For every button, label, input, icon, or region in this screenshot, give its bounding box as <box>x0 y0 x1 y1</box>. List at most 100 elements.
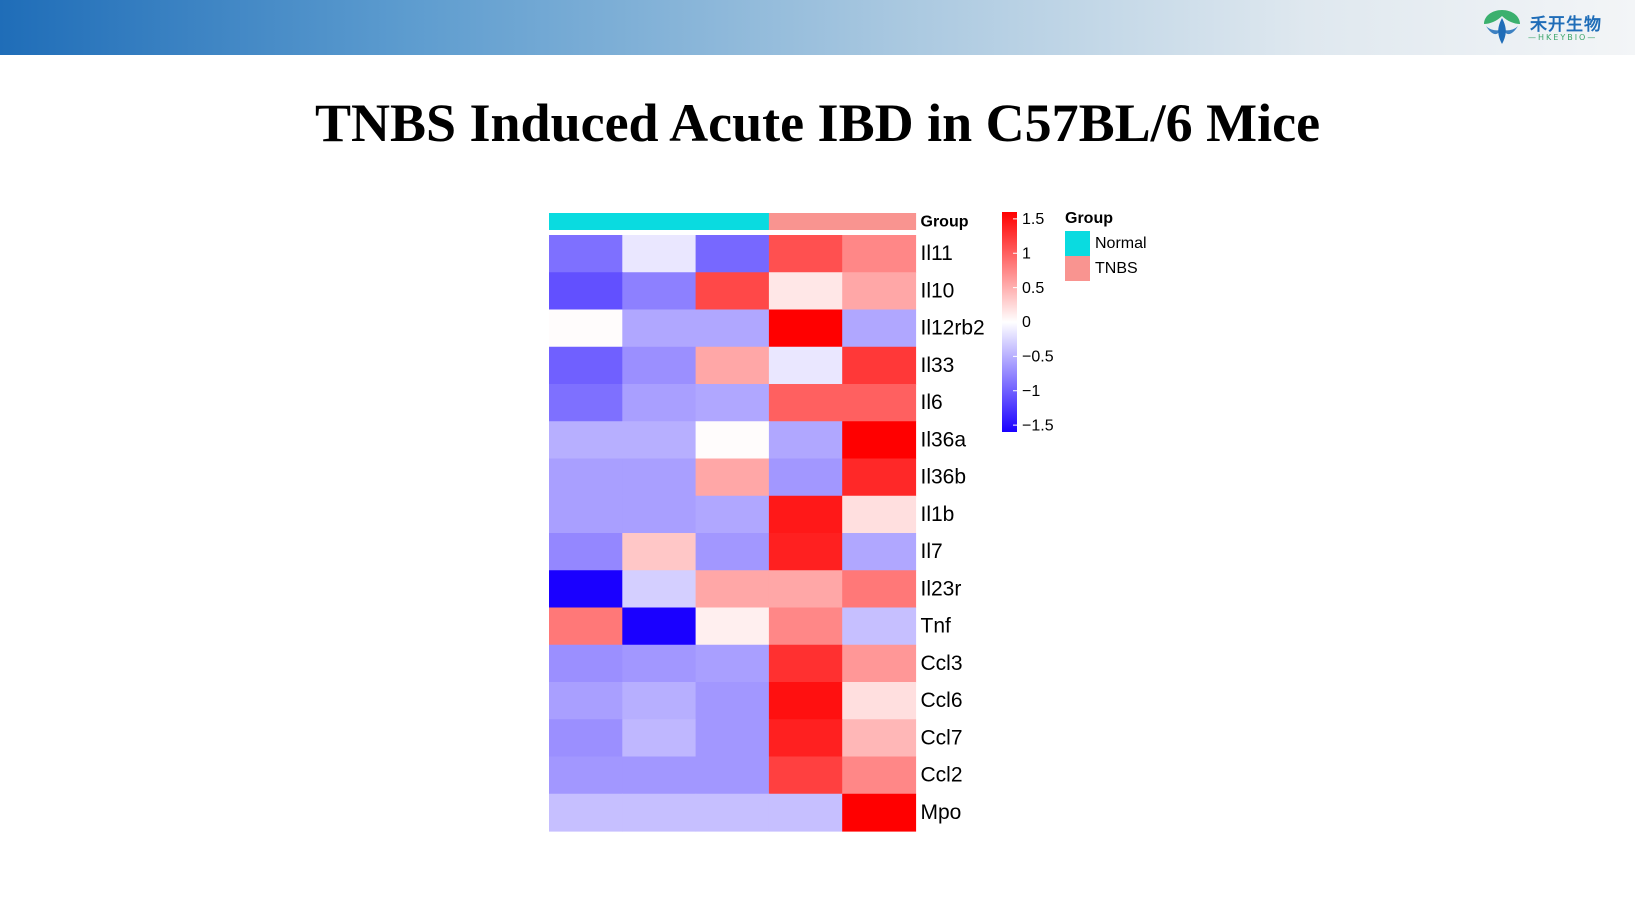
heatmap-cell <box>768 309 843 348</box>
row-label: Il1b <box>921 503 955 526</box>
row-label: Ccl7 <box>921 726 963 749</box>
heatmap-cell <box>622 384 697 422</box>
company-logo: 禾开生物 —HKEYBIO— <box>1480 6 1625 50</box>
heatmap-cell <box>842 682 917 720</box>
heatmap-cell <box>768 756 843 795</box>
group-annotation-label: Group <box>921 214 969 231</box>
heatmap-cell <box>695 607 770 646</box>
heatmap-cell <box>549 533 623 571</box>
row-label: Ccl2 <box>921 764 963 787</box>
heatmap-cell <box>842 719 917 758</box>
heatmap-cell <box>768 235 843 273</box>
legend-entry-label: Normal <box>1095 235 1147 252</box>
heatmap-cell <box>768 458 843 497</box>
heatmap-cell <box>549 346 623 385</box>
heatmap-cell <box>768 719 843 758</box>
color-scale-tick-label: 1 <box>1022 245 1031 262</box>
heatmap-cell <box>768 607 843 646</box>
heatmap-cell <box>768 421 843 460</box>
row-label: Il7 <box>921 540 943 563</box>
heatmap-cell <box>768 346 843 385</box>
heatmap-cell <box>549 272 623 311</box>
color-scale-tick-label: −0.5 <box>1022 349 1054 366</box>
heatmap-cell <box>842 421 917 460</box>
heatmap-cell <box>842 458 917 497</box>
heatmap-cell <box>768 682 843 720</box>
heatmap-cell <box>622 235 697 273</box>
heatmap-cell <box>842 756 917 795</box>
heatmap-cell <box>622 533 697 571</box>
heatmap-cell <box>549 570 623 609</box>
heatmap-cell <box>549 235 623 273</box>
heatmap-cell <box>549 793 623 832</box>
header-banner <box>0 0 1635 55</box>
heatmap-cell <box>695 719 770 758</box>
row-label: Il23r <box>921 577 962 600</box>
heatmap-cell <box>695 384 770 422</box>
heatmap-cell <box>549 495 623 534</box>
heatmap-cell <box>695 421 770 460</box>
row-label: Ccl6 <box>921 689 963 712</box>
row-label: Il33 <box>921 354 955 377</box>
color-scale-tick-label: 1.5 <box>1022 211 1044 228</box>
row-label: Mpo <box>921 801 962 824</box>
logo-subtext: —HKEYBIO— <box>1528 33 1598 42</box>
heatmap-cell <box>622 570 697 609</box>
heatmap-cell <box>622 272 697 311</box>
row-label: Ccl3 <box>921 652 963 675</box>
color-scale-tick-label: 0.5 <box>1022 280 1044 297</box>
heatmap-cell <box>768 533 843 571</box>
heatmap-cell <box>695 533 770 571</box>
heatmap-cell <box>842 533 917 571</box>
group-annotation-cell <box>842 213 917 230</box>
heatmap-cell <box>549 719 623 758</box>
heatmap-cell <box>549 384 623 422</box>
heatmap-cell <box>842 235 917 273</box>
row-label: Tnf <box>921 615 952 638</box>
heatmap-cell <box>842 272 917 311</box>
row-label: Il6 <box>921 391 943 414</box>
legend-swatch <box>1065 256 1090 281</box>
legend-title: Group <box>1065 210 1113 227</box>
heatmap-cell <box>768 272 843 311</box>
heatmap-cell <box>695 346 770 385</box>
heatmap-cell <box>695 235 770 273</box>
heatmap-cell <box>768 384 843 422</box>
heatmap-cell <box>695 272 770 311</box>
page-title: TNBS Induced Acute IBD in C57BL/6 Mice <box>314 93 1321 153</box>
group-annotation-cell <box>768 213 843 230</box>
group-annotation-cell <box>549 213 623 230</box>
logo-text: 禾开生物 <box>1530 15 1602 35</box>
legend-entry-label: TNBS <box>1095 260 1138 277</box>
heatmap-cell <box>695 570 770 609</box>
row-label: Il36a <box>921 428 967 451</box>
heatmap-cell <box>842 495 917 534</box>
heatmap-cell <box>622 346 697 385</box>
heatmap-cell <box>549 421 623 460</box>
heatmap-cell <box>842 607 917 646</box>
heatmap-cell <box>695 309 770 348</box>
heatmap-cell <box>549 607 623 646</box>
heatmap-cell <box>768 644 843 683</box>
heatmap-cell <box>622 644 697 683</box>
heatmap-cell <box>695 682 770 720</box>
row-label: Il12rb2 <box>921 317 985 340</box>
heatmap-cell <box>842 570 917 609</box>
heatmap-cell <box>695 644 770 683</box>
row-label: Il10 <box>921 279 955 302</box>
color-scale-tick-label: −1.5 <box>1022 417 1054 434</box>
heatmap-cell <box>549 309 623 348</box>
heatmap-cell <box>622 793 697 832</box>
heatmap-cell <box>622 309 697 348</box>
heatmap-cell <box>622 756 697 795</box>
heatmap-cell <box>842 644 917 683</box>
heatmap-cell <box>842 793 917 832</box>
heatmap-cell <box>549 458 623 497</box>
heatmap-cell <box>549 682 623 720</box>
heatmap-cell <box>622 682 697 720</box>
logo-subtext-label: HKEYBIO <box>1538 33 1588 42</box>
heatmap-cell <box>768 495 843 534</box>
heatmap-cell <box>842 384 917 422</box>
heatmap-cell <box>622 719 697 758</box>
